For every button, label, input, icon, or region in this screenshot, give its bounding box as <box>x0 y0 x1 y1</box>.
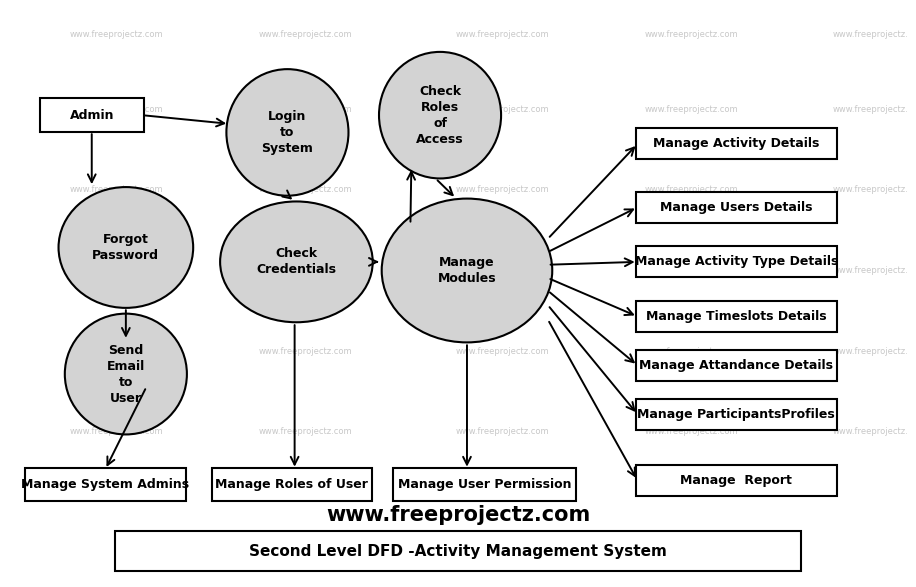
Text: www.freeprojectz.com: www.freeprojectz.com <box>456 30 550 39</box>
Text: Check
Credentials: Check Credentials <box>256 247 336 276</box>
Text: www.freeprojectz.com: www.freeprojectz.com <box>833 266 916 275</box>
Text: Manage Activity Details: Manage Activity Details <box>653 137 820 150</box>
Ellipse shape <box>379 52 501 178</box>
Text: www.freeprojectz.com: www.freeprojectz.com <box>70 346 164 356</box>
Text: Check
Roles
of
Access: Check Roles of Access <box>416 85 463 146</box>
Text: Manage
Modules: Manage Modules <box>438 256 496 285</box>
Ellipse shape <box>220 201 373 322</box>
Text: Send
Email
to
User: Send Email to User <box>107 343 145 404</box>
Text: www.freeprojectz.com: www.freeprojectz.com <box>645 185 738 194</box>
FancyBboxPatch shape <box>636 350 837 381</box>
FancyBboxPatch shape <box>636 247 837 278</box>
Text: www.freeprojectz.com: www.freeprojectz.com <box>833 346 916 356</box>
Text: www.freeprojectz.com: www.freeprojectz.com <box>645 346 738 356</box>
FancyBboxPatch shape <box>115 531 801 571</box>
Text: www.freeprojectz.com: www.freeprojectz.com <box>258 105 353 114</box>
Text: www.freeprojectz.com: www.freeprojectz.com <box>70 266 164 275</box>
Text: www.freeprojectz.com: www.freeprojectz.com <box>645 105 738 114</box>
Text: www.freeprojectz.com: www.freeprojectz.com <box>258 346 353 356</box>
Text: Manage ParticipantsProfiles: Manage ParticipantsProfiles <box>638 408 835 421</box>
FancyBboxPatch shape <box>393 468 576 501</box>
Text: Manage System Admins: Manage System Admins <box>21 478 190 491</box>
Ellipse shape <box>59 187 193 308</box>
Text: Manage Roles of User: Manage Roles of User <box>215 478 368 491</box>
FancyBboxPatch shape <box>636 192 837 222</box>
Text: www.freeprojectz.com: www.freeprojectz.com <box>833 185 916 194</box>
Text: www.freeprojectz.com: www.freeprojectz.com <box>645 427 738 436</box>
FancyBboxPatch shape <box>212 468 372 501</box>
FancyBboxPatch shape <box>636 465 837 496</box>
Text: www.freeprojectz.com: www.freeprojectz.com <box>258 185 353 194</box>
Text: Manage Attandance Details: Manage Attandance Details <box>639 359 834 372</box>
Text: www.freeprojectz.com: www.freeprojectz.com <box>70 30 164 39</box>
Text: www.freeprojectz.com: www.freeprojectz.com <box>456 427 550 436</box>
Text: www.freeprojectz.com: www.freeprojectz.com <box>833 30 916 39</box>
Text: Manage Timeslots Details: Manage Timeslots Details <box>646 310 826 323</box>
Text: www.freeprojectz.com: www.freeprojectz.com <box>70 185 164 194</box>
Text: www.freeprojectz.com: www.freeprojectz.com <box>645 30 738 39</box>
Text: www.freeprojectz.com: www.freeprojectz.com <box>833 427 916 436</box>
Text: www.freeprojectz.com: www.freeprojectz.com <box>645 266 738 275</box>
Text: Admin: Admin <box>70 109 114 122</box>
Text: www.freeprojectz.com: www.freeprojectz.com <box>258 30 353 39</box>
FancyBboxPatch shape <box>636 129 837 160</box>
Text: Manage Users Details: Manage Users Details <box>660 201 812 214</box>
Text: www.freeprojectz.com: www.freeprojectz.com <box>456 266 550 275</box>
Text: www.freeprojectz.com: www.freeprojectz.com <box>456 185 550 194</box>
FancyBboxPatch shape <box>636 399 837 430</box>
Text: www.freeprojectz.com: www.freeprojectz.com <box>258 266 353 275</box>
Text: www.freeprojectz.com: www.freeprojectz.com <box>833 105 916 114</box>
Text: Manage User Permission: Manage User Permission <box>398 478 572 491</box>
FancyBboxPatch shape <box>636 301 837 332</box>
Text: Login
to
System: Login to System <box>261 110 313 155</box>
Text: Second Level DFD -Activity Management System: Second Level DFD -Activity Management Sy… <box>249 544 667 559</box>
FancyBboxPatch shape <box>39 98 144 132</box>
Text: www.freeprojectz.com: www.freeprojectz.com <box>326 505 590 525</box>
Ellipse shape <box>226 69 348 195</box>
Text: www.freeprojectz.com: www.freeprojectz.com <box>258 427 353 436</box>
Text: Manage Activity Type Details: Manage Activity Type Details <box>635 255 838 268</box>
Text: www.freeprojectz.com: www.freeprojectz.com <box>70 105 164 114</box>
FancyBboxPatch shape <box>25 468 186 501</box>
Text: www.freeprojectz.com: www.freeprojectz.com <box>70 427 164 436</box>
Text: www.freeprojectz.com: www.freeprojectz.com <box>456 346 550 356</box>
Ellipse shape <box>65 313 187 434</box>
Text: www.freeprojectz.com: www.freeprojectz.com <box>456 105 550 114</box>
Text: Manage  Report: Manage Report <box>681 474 792 487</box>
Text: Forgot
Password: Forgot Password <box>93 233 159 262</box>
Ellipse shape <box>382 198 552 342</box>
